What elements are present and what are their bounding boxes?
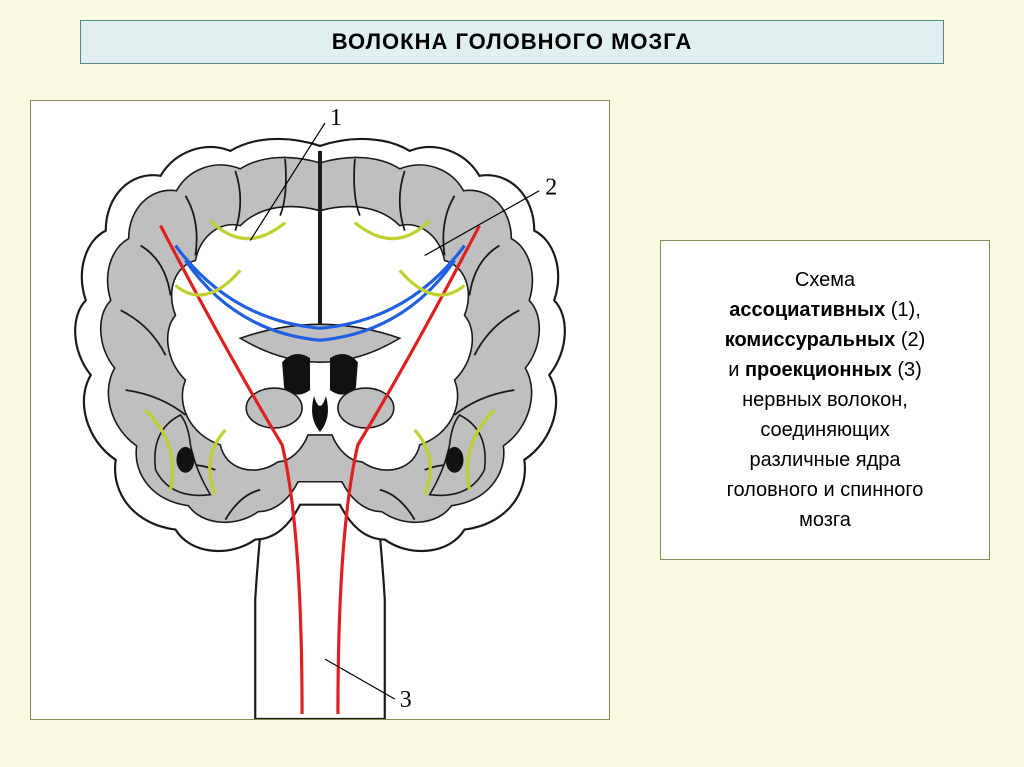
caption-proj-num: (3) <box>892 359 922 381</box>
caption-line8: головного и спинного <box>679 475 971 505</box>
ventricle-right <box>330 354 358 395</box>
basal-right <box>338 388 394 428</box>
caption-line4: и проекционных (3) <box>679 355 971 385</box>
caption-box: Схема ассоциативных (1), комиссуральных … <box>660 240 990 560</box>
caption-assoc-num: (1), <box>885 299 921 321</box>
temporal-horn-right <box>446 447 464 473</box>
caption-line3: комиссуральных (2) <box>679 325 971 355</box>
page-title: ВОЛОКНА ГОЛОВНОГО МОЗГА <box>332 29 693 54</box>
basal-left <box>246 388 302 428</box>
ventricle-left <box>282 354 310 395</box>
diagram-panel: 1 2 3 <box>30 100 610 720</box>
title-box: ВОЛОКНА ГОЛОВНОГО МОЗГА <box>80 20 944 64</box>
label-1: 1 <box>330 105 342 131</box>
brain-diagram: 1 2 3 <box>31 101 609 719</box>
caption-comm-num: (2) <box>895 329 925 351</box>
caption-proj: проекционных <box>745 359 892 381</box>
caption-proj-pre: и <box>728 359 745 381</box>
label-3: 3 <box>400 687 412 713</box>
caption-comm: комиссуральных <box>725 329 896 351</box>
caption-line1: Схема <box>679 265 971 295</box>
caption-line2: ассоциативных (1), <box>679 295 971 325</box>
caption-line7: различные ядра <box>679 445 971 475</box>
caption-line9: мозга <box>679 505 971 535</box>
caption-line6: соединяющих <box>679 415 971 445</box>
caption-line5: нервных волокон, <box>679 385 971 415</box>
label-2: 2 <box>545 175 557 201</box>
temporal-horn-left <box>176 447 194 473</box>
caption-assoc: ассоциативных <box>729 299 885 321</box>
